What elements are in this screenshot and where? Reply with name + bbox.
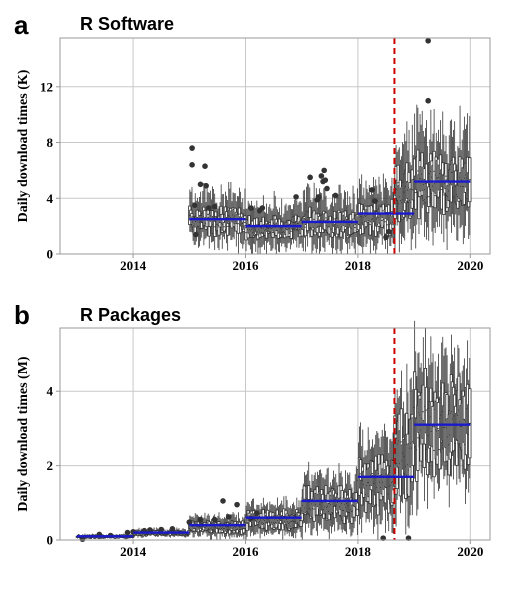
outlier-point [260, 205, 266, 211]
outlier-point [324, 186, 330, 192]
y-tick-label: 0 [47, 247, 54, 262]
outlier-point [254, 510, 260, 516]
x-tick-label: 2016 [232, 258, 259, 273]
outlier-point [198, 182, 204, 188]
x-tick-label: 2014 [120, 544, 147, 559]
outlier-point [189, 162, 195, 168]
outlier-point [425, 38, 431, 44]
y-tick-label: 4 [47, 384, 54, 399]
outlier-point [220, 498, 226, 504]
outlier-point [319, 173, 325, 179]
outlier-point [386, 229, 392, 235]
outlier-point [425, 98, 431, 104]
outlier-point [307, 175, 313, 181]
outlier-point [369, 187, 375, 193]
outlier-point [170, 526, 176, 532]
panel-b-plot: 2014 2016 2018 2020 0 2 4 Daily download times … [16, 321, 490, 559]
y-tick-label: 12 [40, 79, 53, 94]
x-tick-label: 2020 [457, 544, 483, 559]
y-tick-label: 0 [47, 533, 54, 548]
x-tick-label: 2018 [345, 544, 372, 559]
x-tick-label: 2016 [232, 544, 259, 559]
outlier-point [321, 168, 327, 174]
outlier-point [316, 194, 322, 200]
outlier-point [206, 205, 212, 211]
outlier-point [333, 193, 339, 199]
y-tick-label: 8 [47, 135, 54, 150]
outlier-point [248, 205, 254, 211]
y-axis-label: Daily download times (K) [16, 69, 31, 222]
y-tick-label: 4 [47, 191, 54, 206]
outlier-point [293, 194, 299, 200]
y-axis-label: Daily download times (M) [16, 356, 31, 512]
outlier-point [202, 163, 208, 169]
outlier-point [372, 198, 378, 204]
outlier-point [193, 232, 199, 238]
y-tick-label: 2 [47, 458, 54, 473]
outlier-point [323, 177, 329, 183]
outlier-point [212, 204, 218, 210]
outlier-point [198, 517, 204, 523]
outlier-point [192, 202, 198, 208]
outlier-point [212, 517, 218, 523]
outlier-point [226, 514, 232, 520]
x-tick-label: 2020 [457, 258, 483, 273]
outlier-point [203, 183, 209, 189]
panel-a-plot: 2014 2016 2018 2020 0 4 8 12 Daily download time… [16, 38, 490, 273]
outlier-point [189, 145, 195, 151]
outlier-point [125, 530, 131, 536]
x-tick-label: 2018 [345, 258, 372, 273]
outlier-point [234, 502, 240, 508]
x-tick-label: 2014 [120, 258, 147, 273]
outlier-point [383, 234, 389, 240]
